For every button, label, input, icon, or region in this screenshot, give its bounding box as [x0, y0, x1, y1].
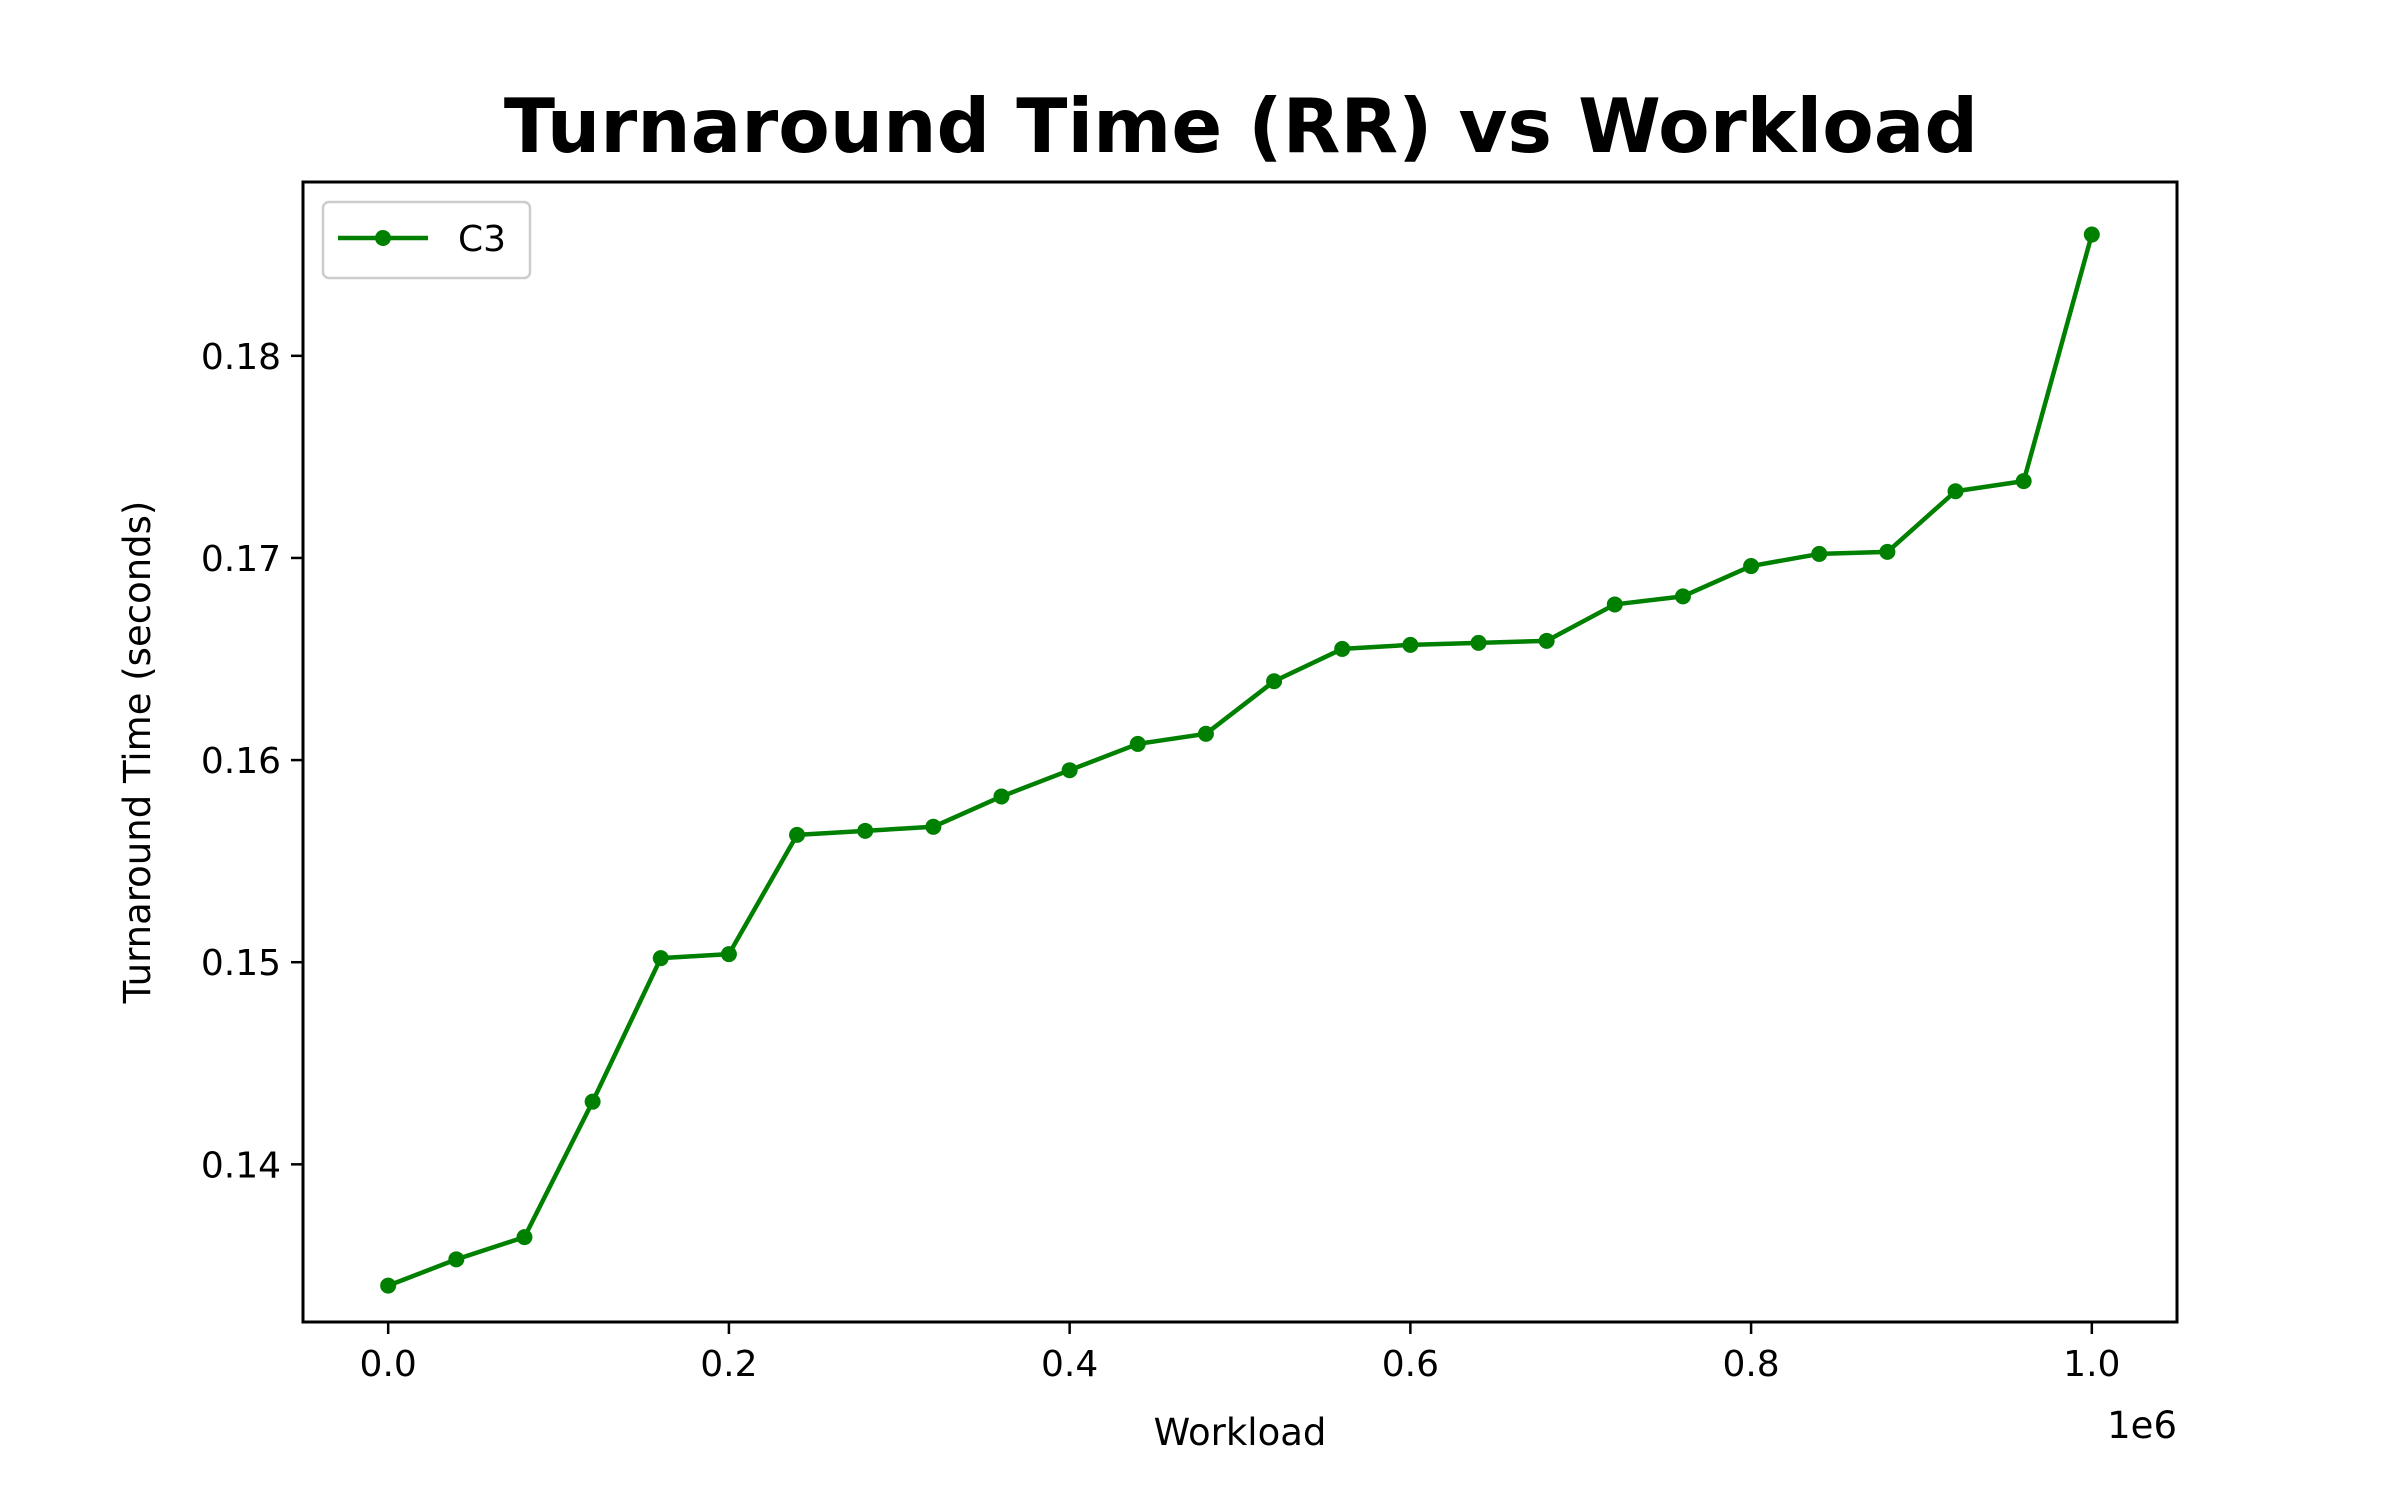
x-tick-label: 0.2 [700, 1344, 757, 1385]
y-tick-label: 0.15 [201, 943, 281, 984]
data-point [516, 1229, 533, 1246]
data-point [720, 946, 737, 963]
x-axis-label: Workload [1154, 1411, 1327, 1454]
data-point [1879, 543, 1896, 560]
data-point [857, 822, 874, 839]
y-axis-label: Turnaround Time (seconds) [116, 501, 159, 1005]
plot-area [380, 226, 2100, 1294]
x-tick-label: 0.0 [360, 1344, 417, 1385]
data-point [1811, 545, 1828, 562]
y-tick-label: 0.16 [201, 741, 281, 782]
data-point [1129, 735, 1146, 752]
data-point [1197, 725, 1214, 742]
data-point [1606, 596, 1623, 613]
legend-marker-c3 [375, 230, 391, 246]
data-point [448, 1251, 465, 1268]
y-tick-label: 0.18 [201, 337, 281, 378]
data-point [1334, 640, 1351, 657]
data-point [584, 1093, 601, 1110]
data-point [1674, 588, 1691, 605]
y-tick-label: 0.14 [201, 1145, 281, 1186]
x-axis: 0.0 0.2 0.4 0.6 0.8 1.0 [360, 1322, 2120, 1385]
x-tick-label: 0.8 [1722, 1344, 1779, 1385]
data-point [925, 818, 942, 835]
legend: C3 [321, 200, 532, 280]
data-point [1402, 636, 1419, 653]
data-point [1743, 558, 1760, 575]
x-tick-label: 0.4 [1041, 1344, 1098, 1385]
axes-frame [301, 180, 2179, 1324]
data-point [2083, 226, 2100, 243]
x-tick-label: 0.6 [1382, 1344, 1439, 1385]
data-point [652, 950, 669, 967]
data-point [1947, 483, 1964, 500]
data-point [2015, 473, 2032, 490]
data-point [789, 826, 806, 843]
data-point [1470, 634, 1487, 651]
y-axis: 0.14 0.15 0.16 0.17 0.18 [201, 337, 303, 1186]
data-point [1266, 673, 1283, 690]
data-point [380, 1277, 397, 1294]
data-point [993, 788, 1010, 805]
x-tick-label: 1.0 [2063, 1344, 2120, 1385]
series-line-c3 [387, 233, 2094, 1288]
x-axis-offset-label: 1e6 [2107, 1404, 2177, 1447]
data-point [1061, 762, 1078, 779]
y-tick-label: 0.17 [201, 539, 281, 580]
legend-label-c3: C3 [458, 219, 506, 260]
chart-title: Turnaround Time (RR) vs Workload [504, 82, 1978, 170]
data-point [1538, 632, 1555, 649]
